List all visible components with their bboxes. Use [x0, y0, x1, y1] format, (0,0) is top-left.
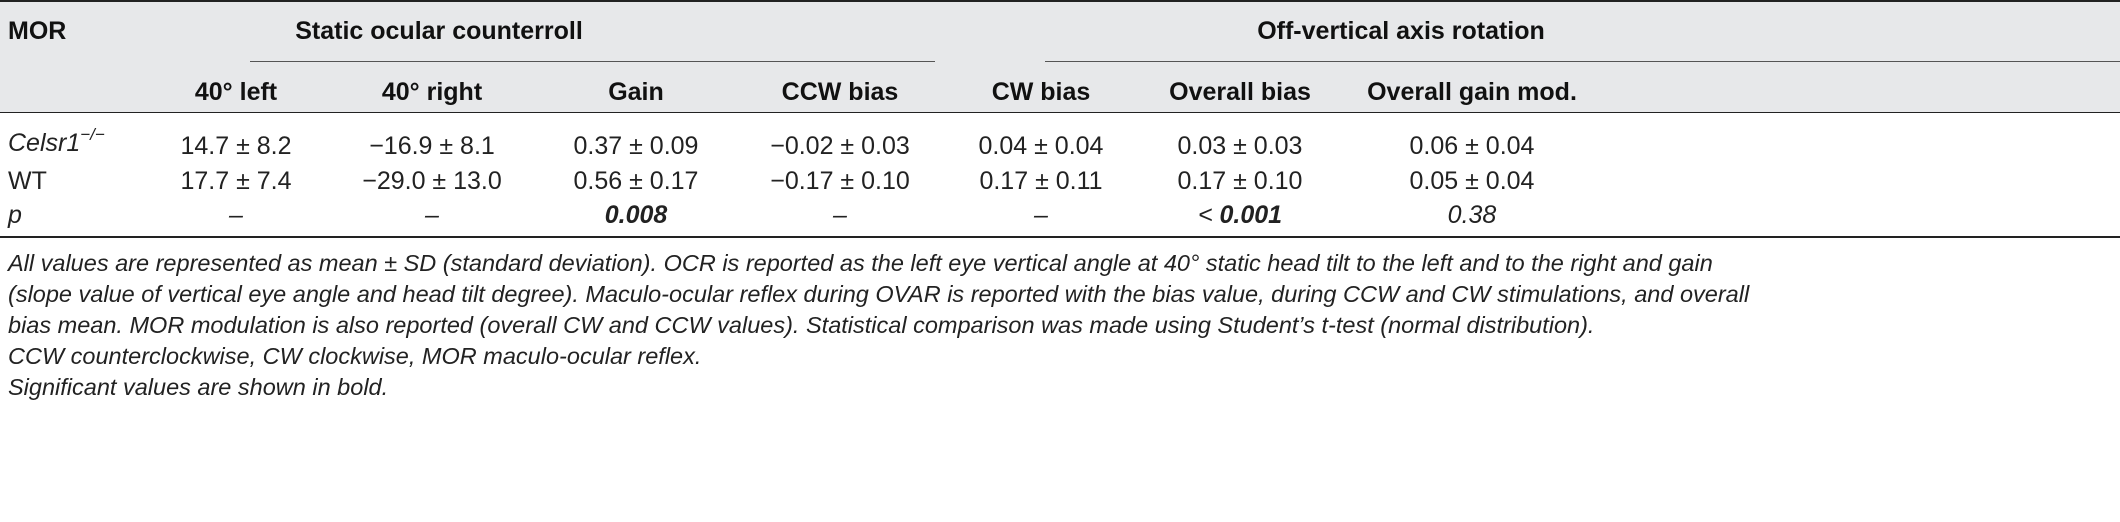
table-cell: –	[1034, 201, 1048, 229]
footnote-line: All values are represented as mean ± SD …	[8, 250, 1713, 276]
table-cell: –	[425, 201, 439, 229]
table-cell: −16.9 ± 8.1	[369, 132, 495, 160]
row-label-wt: WT	[8, 167, 47, 195]
footnote-line: (slope value of vertical eye angle and h…	[8, 281, 1750, 307]
table-cell-significant: < 0.001	[1197, 201, 1283, 229]
column-header-overall-bias: Overall bias	[1169, 78, 1311, 106]
table-cell: 0.17 ± 0.10	[1177, 167, 1303, 195]
table-cell: 0.06 ± 0.04	[1409, 132, 1535, 160]
column-header-cw-bias: CW bias	[991, 78, 1091, 106]
table-cell: 0.05 ± 0.04	[1409, 167, 1535, 195]
table-top-rule	[0, 0, 2120, 2]
column-header-40-right: 40° right	[381, 78, 483, 106]
table-cell: –	[833, 201, 847, 229]
group-underline-static	[250, 61, 935, 62]
table-cell: 0.38	[1447, 201, 1497, 229]
footnote-line: bias mean. MOR modulation is also report…	[8, 312, 1595, 338]
table-cell: 0.37 ± 0.09	[573, 132, 699, 160]
table-cell: –	[229, 201, 243, 229]
row-header-label: MOR	[8, 17, 67, 45]
column-header-ccw-bias: CCW bias	[781, 78, 899, 106]
group-underline-ovar	[1045, 61, 2120, 62]
table-header-background	[0, 0, 2120, 112]
row-label-p: p	[8, 201, 22, 229]
table-bottom-rule	[0, 236, 2120, 238]
table-cell: 14.7 ± 8.2	[180, 132, 292, 160]
column-header-overall-gain-mod: Overall gain mod.	[1367, 78, 1577, 106]
table-cell: 0.04 ± 0.04	[978, 132, 1104, 160]
table-cell: 17.7 ± 7.4	[180, 167, 292, 195]
row-label-celsr1: Celsr1−/−	[8, 124, 105, 157]
table-cell: −0.17 ± 0.10	[770, 167, 910, 195]
group-header-ovar: Off-vertical axis rotation	[1257, 17, 1545, 45]
footnote-significance: Significant values are shown in bold.	[8, 374, 389, 400]
header-bottom-rule	[0, 112, 2120, 113]
group-header-static: Static ocular counterroll	[295, 17, 583, 45]
table-cell: 0.03 ± 0.03	[1177, 132, 1303, 160]
table-cell: 0.17 ± 0.11	[979, 167, 1103, 195]
table-cell: −0.02 ± 0.03	[770, 132, 910, 160]
footnote-abbreviations: CCW counterclockwise, CW clockwise, MOR …	[8, 343, 702, 369]
table-cell-significant: 0.008	[604, 201, 668, 229]
table-cell: 0.56 ± 0.17	[573, 167, 699, 195]
column-header-40-left: 40° left	[194, 78, 278, 106]
table-cell: −29.0 ± 13.0	[362, 167, 502, 195]
column-header-gain: Gain	[608, 78, 664, 106]
